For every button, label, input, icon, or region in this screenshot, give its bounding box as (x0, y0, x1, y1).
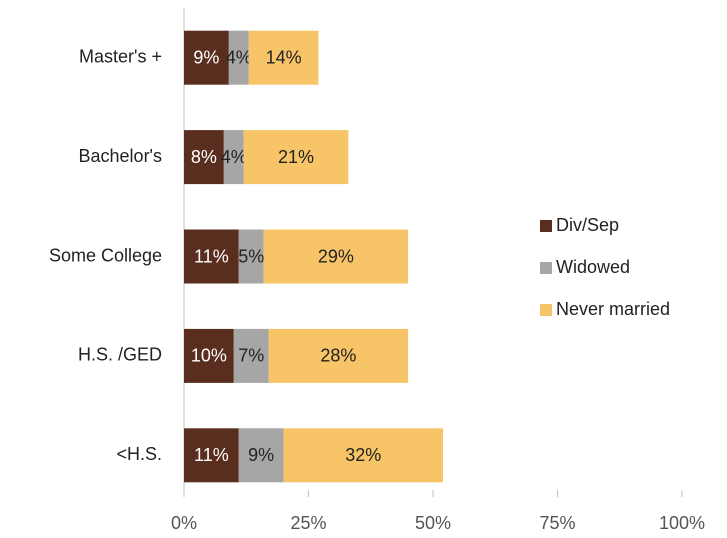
legend-swatch (540, 262, 552, 274)
bar-segment (228, 30, 249, 85)
bar-segment (248, 30, 319, 85)
x-tick-label: 50% (415, 513, 451, 533)
data-label: 11% (194, 445, 229, 465)
bar-segment (184, 130, 224, 185)
data-label: 14% (266, 47, 302, 67)
x-tick-label: 100% (659, 513, 705, 533)
y-tick-label: <H.S. (116, 444, 162, 464)
bar-segment (263, 229, 409, 284)
y-tick-label: Some College (49, 245, 162, 265)
data-label: 4% (221, 147, 247, 167)
data-label: 28% (320, 346, 356, 366)
data-label: 32% (345, 445, 381, 465)
data-label: 4% (226, 47, 252, 67)
legend-label: Never married (556, 299, 670, 319)
legend-swatch (540, 304, 552, 316)
legend-swatch (540, 220, 552, 232)
x-tick-label: 0% (171, 513, 197, 533)
data-label: 29% (318, 246, 354, 266)
bar-segment (233, 328, 269, 383)
data-label: 10% (191, 346, 227, 366)
data-label: 5% (238, 246, 264, 266)
bar-segment (184, 30, 229, 85)
data-label: 8% (191, 147, 217, 167)
data-label: 7% (238, 346, 264, 366)
x-tick-label: 25% (290, 513, 326, 533)
legend-label: Widowed (556, 257, 630, 277)
bar-segment (238, 428, 284, 483)
bar-segment (268, 328, 409, 383)
bar-segment (184, 428, 239, 483)
bar-segment (283, 428, 443, 483)
bar-segment (184, 229, 239, 284)
data-label: 21% (278, 147, 314, 167)
data-label: 11% (194, 246, 229, 266)
y-tick-label: Master's + (79, 46, 162, 66)
bar-segment (184, 328, 234, 383)
y-tick-label: Bachelor's (79, 146, 162, 166)
bar-segment (238, 229, 264, 284)
x-tick-label: 75% (539, 513, 575, 533)
bar-segment (223, 130, 244, 185)
bar-segment (243, 130, 349, 185)
data-label: 9% (193, 47, 219, 67)
data-label: 9% (248, 445, 274, 465)
legend-label: Div/Sep (556, 215, 619, 235)
y-tick-label: H.S. /GED (78, 345, 162, 365)
